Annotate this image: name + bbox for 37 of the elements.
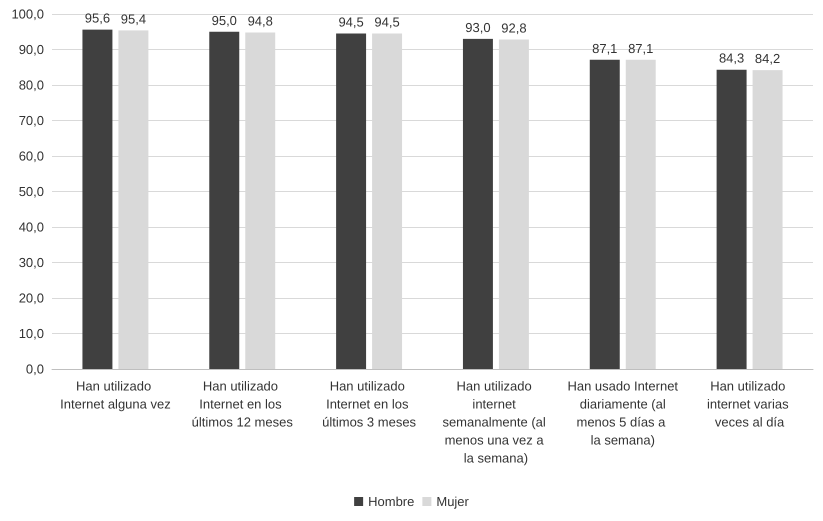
y-tick-label: 70,0 (18, 113, 44, 128)
y-tick-label: 80,0 (18, 78, 44, 92)
x-tick-label: Han utilizado Internet alguna vez (60, 378, 171, 412)
bar (336, 34, 366, 369)
bar (716, 70, 747, 369)
legend-label: Mujer (436, 494, 470, 509)
x-tick-label: Han usado Internet diariamente (al menos 5 días a la semana) (567, 378, 678, 448)
x-tick-label: Han utilizado Internet en los últimos 3 meses (322, 378, 417, 430)
data-label: 84,2 (754, 51, 780, 66)
data-label: 95,0 (212, 12, 237, 28)
data-label: 94,5 (338, 14, 364, 30)
data-label: 87,1 (628, 40, 654, 56)
y-tick-label: 20,0 (18, 290, 44, 306)
x-tick-label: Han utilizado internet semanalmente (al menos una vez a la semana) (442, 378, 550, 466)
data-label: 94,5 (374, 14, 400, 30)
y-tick-label: 100,0 (11, 6, 44, 22)
data-label: 95,4 (120, 11, 146, 26)
data-label: 93,0 (465, 20, 491, 35)
y-tick-label: 90,0 (18, 42, 44, 57)
y-tick-label: 10,0 (18, 326, 44, 341)
x-tick-label: Han utilizado internet varias veces al día (706, 378, 792, 430)
y-tick-label: 60,0 (18, 148, 44, 164)
data-label: 92,8 (501, 20, 527, 36)
data-label: 84,3 (718, 50, 744, 66)
y-tick-label: 50,0 (18, 184, 44, 199)
data-label: 87,1 (592, 40, 618, 56)
y-tick-label: 0,0 (26, 362, 44, 376)
legend-label: Hombre (368, 494, 414, 509)
bar (82, 30, 112, 369)
data-label: 94,8 (248, 13, 273, 28)
y-tick-label: 30,0 (18, 255, 44, 270)
bar (590, 60, 620, 369)
x-tick-label: Han utilizado Internet en los últimos 12 meses (192, 378, 294, 430)
bar (462, 38, 493, 369)
bar (209, 32, 240, 369)
data-label: 95,6 (84, 10, 110, 26)
y-tick-label: 40,0 (18, 220, 44, 234)
